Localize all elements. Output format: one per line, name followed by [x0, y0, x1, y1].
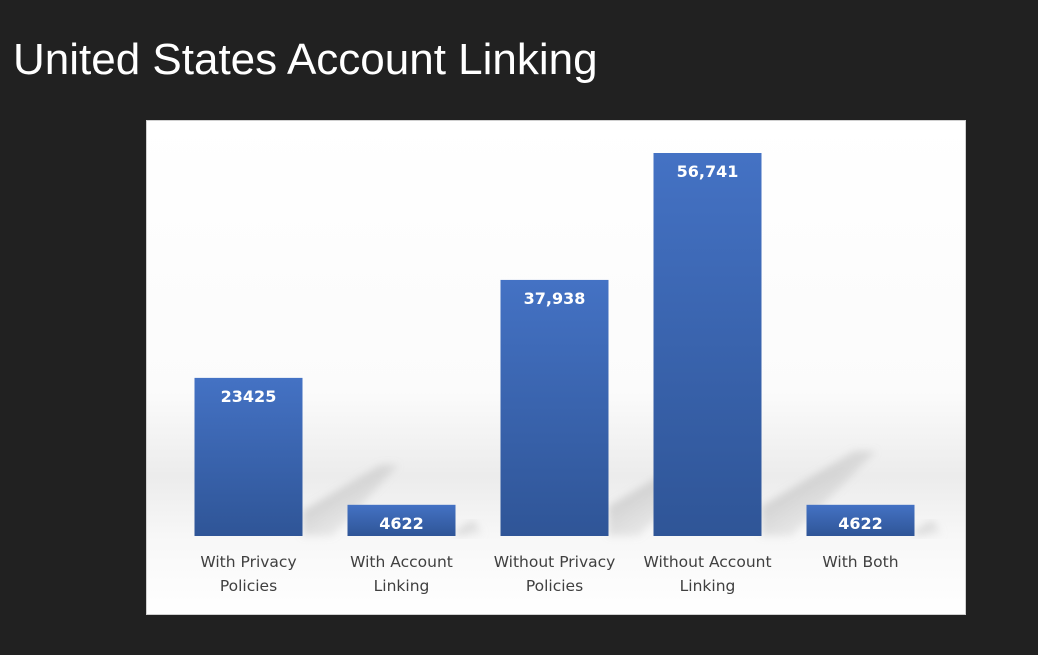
category-label-1: With Privacy Policies — [200, 553, 296, 595]
data-label-2: 4622 — [379, 514, 424, 533]
bar-shadow — [302, 464, 399, 536]
bar-shadow — [455, 521, 486, 536]
bar-4 — [653, 152, 762, 537]
bar-3 — [500, 279, 609, 536]
data-label-5: 4622 — [838, 514, 883, 533]
chart-frame: 23425 4622 37,938 56,741 4622 With Privacy Po… — [146, 120, 966, 615]
slide-title: United States Account Linking — [13, 35, 598, 84]
bar-1 — [194, 377, 303, 536]
category-label-5: With Both — [822, 553, 898, 571]
bar-chart: 23425 4622 37,938 56,741 4622 With Privacy Po… — [147, 121, 965, 614]
category-label-3: Without Privacy Policies — [494, 553, 616, 595]
data-label-1: 23425 — [221, 387, 277, 406]
category-label-2: With Account Linking — [350, 553, 453, 595]
bar-shadow — [914, 521, 945, 536]
bar-shadow — [761, 451, 877, 536]
data-label-3: 37,938 — [524, 289, 586, 308]
category-label-4: Without Account Linking — [643, 553, 771, 595]
data-label-4: 56,741 — [677, 162, 739, 181]
bar-2 — [347, 504, 456, 536]
bar-5 — [806, 504, 915, 536]
